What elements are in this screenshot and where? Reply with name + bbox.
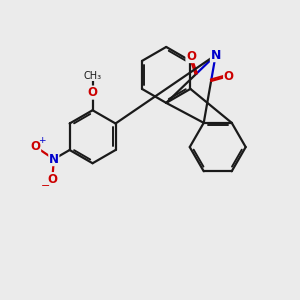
Text: O: O: [47, 172, 57, 186]
Text: CH₃: CH₃: [83, 70, 102, 80]
Text: O: O: [88, 86, 98, 99]
Text: +: +: [38, 136, 46, 145]
Text: O: O: [186, 50, 196, 62]
Text: O: O: [224, 70, 234, 83]
Text: −: −: [41, 181, 51, 190]
Text: O: O: [31, 140, 40, 153]
Text: N: N: [49, 153, 59, 166]
Text: N: N: [211, 49, 221, 62]
